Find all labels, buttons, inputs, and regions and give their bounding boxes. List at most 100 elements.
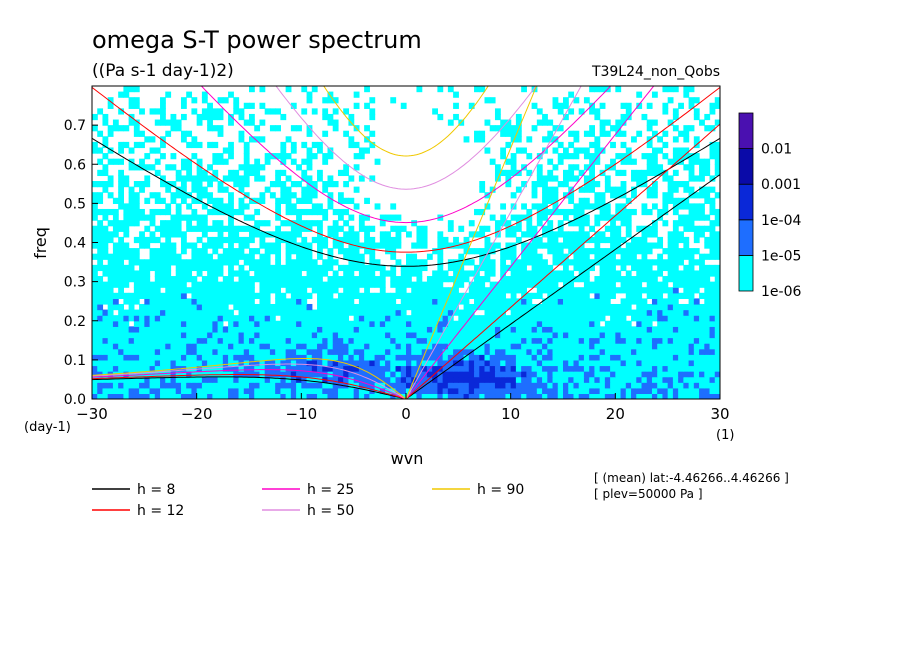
- heatmap-cell: [604, 164, 611, 171]
- heatmap-cell: [123, 393, 130, 399]
- heatmap-cell: [322, 365, 329, 372]
- heatmap-cell: [327, 343, 334, 350]
- heatmap-cell: [322, 158, 329, 165]
- heatmap-cell: [390, 354, 397, 361]
- heatmap-cell: [175, 208, 182, 216]
- heatmap-cell: [92, 225, 98, 232]
- heatmap-cell: [385, 337, 391, 344]
- heatmap-cell: [610, 387, 616, 395]
- heatmap-cell: [107, 231, 114, 238]
- heatmap-cell: [573, 309, 580, 316]
- heatmap-cell: [233, 348, 240, 355]
- heatmap-cell: [337, 169, 344, 177]
- heatmap-cell: [254, 220, 261, 227]
- heatmap-cell: [180, 242, 187, 249]
- heatmap-cell: [222, 292, 229, 299]
- heatmap-cell: [212, 281, 219, 288]
- heatmap-cell: [170, 220, 177, 227]
- heatmap-cell: [583, 331, 590, 339]
- heatmap-cell: [233, 231, 240, 238]
- heatmap-cell: [395, 276, 402, 283]
- heatmap-cell: [285, 309, 292, 316]
- heatmap-cell: [290, 331, 297, 339]
- heatmap-cell: [196, 264, 203, 272]
- heatmap-cell: [311, 315, 318, 322]
- heatmap-cell: [468, 376, 475, 383]
- heatmap-cell: [144, 320, 151, 327]
- heatmap-cell: [186, 371, 193, 378]
- heatmap-cell: [228, 382, 234, 389]
- heatmap-cell: [254, 158, 261, 165]
- heatmap-cell: [484, 119, 491, 126]
- heatmap-cell: [615, 382, 622, 389]
- heatmap-cell: [92, 253, 98, 260]
- heatmap-cell: [243, 292, 250, 299]
- heatmap-cell: [636, 365, 643, 372]
- heatmap-cell: [395, 309, 402, 316]
- heatmap-cell: [180, 113, 187, 121]
- heatmap-cell: [348, 359, 355, 367]
- heatmap-cell: [165, 231, 172, 238]
- heatmap-cell: [327, 113, 334, 121]
- heatmap-cell: [306, 354, 313, 361]
- heatmap-cell: [322, 287, 329, 294]
- heatmap-cell: [714, 331, 720, 339]
- heatmap-cell: [521, 203, 527, 210]
- heatmap-cell: [526, 393, 533, 399]
- heatmap-cell: [672, 292, 679, 299]
- heatmap-cell: [207, 382, 213, 389]
- heatmap-cell: [536, 287, 543, 294]
- heatmap-cell: [714, 192, 720, 199]
- heatmap-cell: [395, 214, 402, 221]
- heatmap-cell: [646, 119, 653, 126]
- heatmap-cell: [599, 197, 606, 204]
- heatmap-cell: [651, 203, 658, 210]
- heatmap-cell: [201, 214, 208, 221]
- heatmap-cell: [191, 359, 198, 367]
- heatmap-cell: [631, 175, 637, 182]
- heatmap-cell: [285, 393, 292, 399]
- heatmap-cell: [353, 337, 360, 344]
- heatmap-cell: [144, 365, 151, 372]
- heatmap-cell: [615, 365, 622, 372]
- heatmap-cell: [196, 192, 203, 199]
- heatmap-cell: [589, 371, 595, 378]
- heatmap-cell: [170, 231, 177, 238]
- heatmap-cell: [123, 253, 130, 260]
- heatmap-cell: [510, 136, 517, 143]
- heatmap-cell: [699, 387, 705, 395]
- heatmap-cell: [133, 320, 140, 327]
- heatmap-cell: [233, 303, 240, 311]
- heatmap-cell: [646, 376, 653, 383]
- heatmap-cell: [275, 298, 281, 305]
- heatmap-cell: [620, 153, 627, 160]
- heatmap-cell: [102, 236, 109, 244]
- heatmap-cell: [610, 281, 616, 288]
- heatmap-cell: [249, 320, 255, 327]
- heatmap-cell: [662, 197, 669, 204]
- heatmap-cell: [536, 320, 543, 327]
- heatmap-cell: [599, 281, 606, 288]
- heatmap-cell: [657, 376, 664, 383]
- heatmap-cell: [92, 337, 98, 344]
- heatmap-cell: [573, 365, 580, 372]
- heatmap-cell: [489, 298, 496, 305]
- heatmap-cell: [615, 242, 622, 249]
- heatmap-cell: [306, 197, 313, 204]
- heatmap-cell: [432, 287, 438, 294]
- heatmap-cell: [406, 259, 412, 266]
- heatmap-cell: [233, 175, 240, 182]
- heatmap-cell: [651, 348, 658, 355]
- heatmap-cell: [657, 309, 664, 316]
- heatmap-cell: [610, 393, 616, 399]
- heatmap-cell: [463, 248, 470, 255]
- heatmap-cell: [317, 343, 323, 350]
- heatmap-cell: [515, 281, 522, 288]
- heatmap-cell: [301, 326, 308, 333]
- heatmap-cell: [149, 192, 156, 199]
- heatmap-cell: [358, 220, 365, 227]
- heatmap-cell: [280, 231, 287, 238]
- dispersion-curve-h8: [92, 137, 720, 267]
- heatmap-cell: [636, 264, 643, 272]
- heatmap-cell: [217, 225, 224, 232]
